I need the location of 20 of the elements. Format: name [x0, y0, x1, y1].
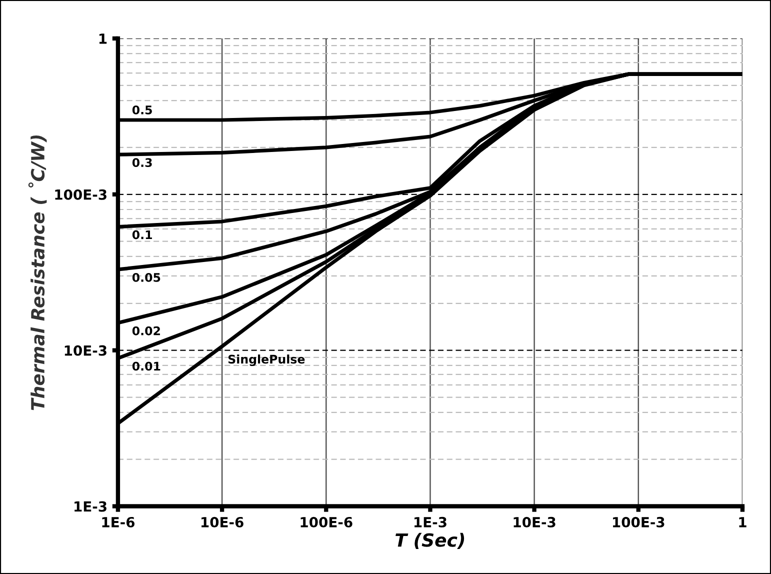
series-label: 0.05	[132, 273, 160, 282]
series-label: 0.1	[132, 230, 152, 240]
x-tick-label: 1E-6	[102, 516, 135, 528]
series-label: 0.02	[132, 326, 160, 336]
series-label: SinglePulse	[228, 354, 305, 366]
x-tick-label: 1	[739, 517, 746, 528]
x-axis-title: T (Sec)	[396, 532, 464, 550]
series-label: 0.3	[132, 158, 152, 168]
x-tick-label: 10E-6	[201, 516, 244, 528]
x-tick-label: 1E-3	[414, 516, 446, 528]
y-axis-title: Thermal Resistance ( ˚C/W)	[28, 135, 47, 410]
x-tick-label: 100E-3	[613, 516, 664, 528]
y-tick-label: 1	[99, 34, 107, 44]
series-label: 0.01	[132, 362, 160, 371]
y-tick-label: 100E-3	[55, 189, 106, 200]
x-tick-label: 100E-6	[300, 516, 352, 528]
x-tick-label: 10E-3	[514, 516, 556, 528]
y-tick-label: 10E-3	[64, 345, 106, 356]
y-tick-label: 1E-3	[74, 501, 106, 512]
series-label: 0.5	[132, 105, 152, 114]
